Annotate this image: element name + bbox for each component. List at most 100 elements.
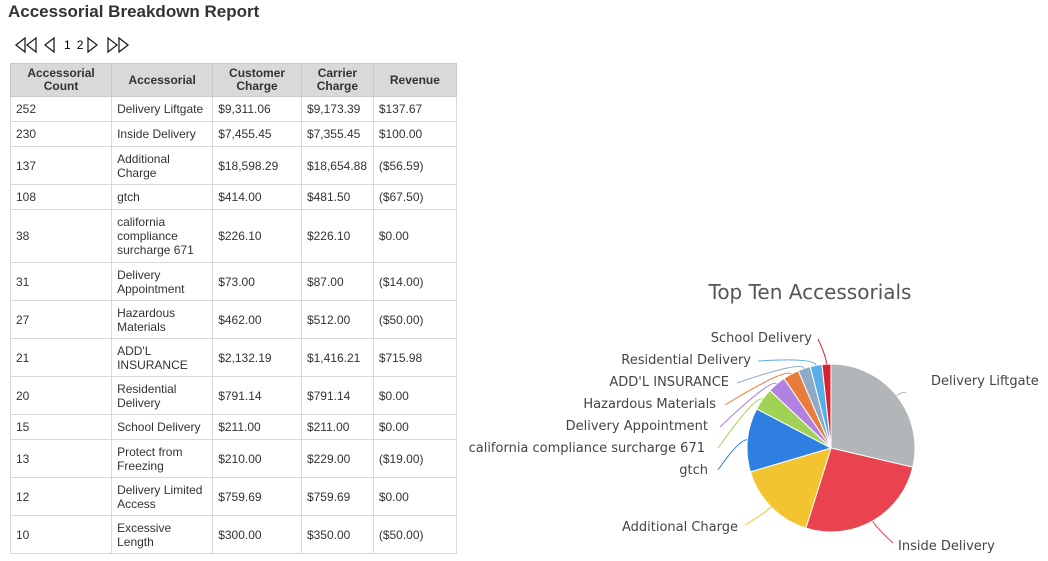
chevron-left-icon xyxy=(43,36,55,54)
pie-label: Residential Delivery xyxy=(621,353,751,368)
pie-slice[interactable] xyxy=(746,408,833,473)
pie-leader-line xyxy=(757,359,817,366)
cell-customer-charge: $73.00 xyxy=(212,262,302,301)
cell-count: 10 xyxy=(9,515,113,554)
double-chevron-right-icon xyxy=(107,36,130,54)
cell-customer-charge: $18,598.29 xyxy=(212,146,302,185)
cell-count: 31 xyxy=(9,262,113,301)
cell-accessorial: Delivery Appointment xyxy=(111,262,214,301)
table-row: 38 california compliance surcharge 671 $22… xyxy=(9,209,458,263)
table-row: 230 Inside Delivery $7,455.45 $7,355.45 $100… xyxy=(9,121,458,147)
cell-customer-charge: $300.00 xyxy=(212,515,302,554)
cell-accessorial: Inside Delivery xyxy=(111,121,214,147)
header-accessorial-count[interactable]: Accessorial Count xyxy=(9,63,113,97)
cell-count: 108 xyxy=(9,184,113,210)
pie-leader-line xyxy=(744,506,772,526)
cell-customer-charge: $791.14 xyxy=(212,376,302,415)
accessorial-table: Accessorial Count Accessorial Customer C… xyxy=(9,63,458,554)
chevron-right-icon xyxy=(87,36,99,54)
last-page-button[interactable] xyxy=(105,36,131,54)
pie-label: Delivery Appointment xyxy=(566,419,708,434)
cell-revenue: $0.00 xyxy=(372,414,458,440)
cell-revenue: $137.67 xyxy=(372,96,458,122)
cell-carrier-charge: $211.00 xyxy=(300,414,374,440)
cell-carrier-charge: $18,654.88 xyxy=(300,146,374,185)
pie-label: ADD'L INSURANCE xyxy=(609,375,729,390)
cell-carrier-charge: $350.00 xyxy=(300,515,374,554)
table-row: 20 Residential Delivery $791.14 $791.14 $0.0… xyxy=(9,376,458,415)
cell-customer-charge: $210.00 xyxy=(212,439,302,478)
cell-accessorial: Hazardous Materials xyxy=(111,300,214,339)
pagination: 1 2 xyxy=(13,35,131,55)
cell-count: 13 xyxy=(9,439,113,478)
table-row: 13 Protect from Freezing $210.00 $229.00 ($1… xyxy=(9,439,458,478)
pie-leader-line xyxy=(724,372,792,406)
cell-count: 21 xyxy=(9,338,113,377)
cell-customer-charge: $759.69 xyxy=(212,477,302,516)
pie-label: Inside Delivery xyxy=(898,539,995,554)
table-row: 21 ADD'L INSURANCE $2,132.19 $1,416.21 $715.… xyxy=(9,338,458,377)
pie-label: Hazardous Materials xyxy=(583,397,716,412)
cell-carrier-charge: $1,416.21 xyxy=(300,338,374,377)
pie-leader-line xyxy=(717,398,763,449)
cell-customer-charge: $9,311.06 xyxy=(212,96,302,122)
cell-revenue: $100.00 xyxy=(372,121,458,147)
cell-customer-charge: $414.00 xyxy=(212,184,302,210)
cell-revenue: ($50.00) xyxy=(372,515,458,554)
cell-count: 15 xyxy=(9,414,113,440)
table-row: 15 School Delivery $211.00 $211.00 $0.00 xyxy=(9,414,458,440)
cell-accessorial: School Delivery xyxy=(111,414,214,440)
accessorial-table-container: Accessorial Count Accessorial Customer C… xyxy=(9,63,458,554)
pie-leader-line xyxy=(817,338,827,365)
header-revenue[interactable]: Revenue xyxy=(372,63,458,97)
pie-slice[interactable] xyxy=(821,363,832,449)
first-page-button[interactable] xyxy=(13,36,39,54)
cell-count: 230 xyxy=(9,121,113,147)
cell-accessorial: california compliance surcharge 671 xyxy=(111,209,214,263)
header-carrier-charge[interactable]: Carrier Charge xyxy=(300,63,374,97)
pie-label: gtch xyxy=(679,463,708,478)
cell-customer-charge: $462.00 xyxy=(212,300,302,339)
cell-revenue: $715.98 xyxy=(372,338,458,377)
pie-leader-line xyxy=(717,439,748,471)
cell-revenue: ($14.00) xyxy=(372,262,458,301)
pie-chart: Delivery Liftgate Inside Delivery Addition… xyxy=(469,331,1039,554)
pie-leader-line xyxy=(896,391,907,397)
header-accessorial[interactable]: Accessorial xyxy=(111,63,214,97)
table-header-row: Accessorial Count Accessorial Customer C… xyxy=(9,63,458,97)
cell-customer-charge: $7,455.45 xyxy=(212,121,302,147)
pie-leader-line xyxy=(872,520,894,544)
cell-carrier-charge: $481.50 xyxy=(300,184,374,210)
cell-count: 20 xyxy=(9,376,113,415)
chart-title: Top Ten Accessorials xyxy=(708,280,912,304)
cell-carrier-charge: $226.10 xyxy=(300,209,374,263)
cell-carrier-charge: $229.00 xyxy=(300,439,374,478)
pie-label: california compliance surcharge 671 xyxy=(469,441,705,456)
cell-accessorial: Residential Delivery xyxy=(111,376,214,415)
table-row: 31 Delivery Appointment $73.00 $87.00 ($14.0… xyxy=(9,262,458,301)
page-1-link[interactable]: 1 xyxy=(64,38,71,52)
pie-label: Additional Charge xyxy=(622,520,738,535)
table-row: 108 gtch $414.00 $481.50 ($67.50) xyxy=(9,184,458,210)
table-row: 12 Delivery Limited Access $759.69 $759.69 $… xyxy=(9,477,458,516)
previous-page-button[interactable] xyxy=(43,36,56,54)
cell-revenue: ($56.59) xyxy=(372,146,458,185)
cell-carrier-charge: $7,355.45 xyxy=(300,121,374,147)
cell-revenue: ($67.50) xyxy=(372,184,458,210)
cell-count: 12 xyxy=(9,477,113,516)
pie-label: School Delivery xyxy=(711,331,813,346)
next-page-button[interactable] xyxy=(86,36,99,54)
cell-revenue: $0.00 xyxy=(372,477,458,516)
table-row: 137 Additional Charge $18,598.29 $18,654.88… xyxy=(9,146,458,185)
cell-revenue: $0.00 xyxy=(372,209,458,263)
cell-count: 137 xyxy=(9,146,113,185)
page-2-link[interactable]: 2 xyxy=(76,38,84,52)
cell-revenue: $0.00 xyxy=(372,376,458,415)
header-customer-charge[interactable]: Customer Charge xyxy=(212,63,302,97)
cell-count: 27 xyxy=(9,300,113,339)
pie-slice[interactable] xyxy=(805,447,914,533)
cell-customer-charge: $226.10 xyxy=(212,209,302,263)
pie-slice[interactable] xyxy=(749,447,832,529)
table-row: 27 Hazardous Materials $462.00 $512.00 ($50.… xyxy=(9,300,458,339)
cell-revenue: ($19.00) xyxy=(372,439,458,478)
